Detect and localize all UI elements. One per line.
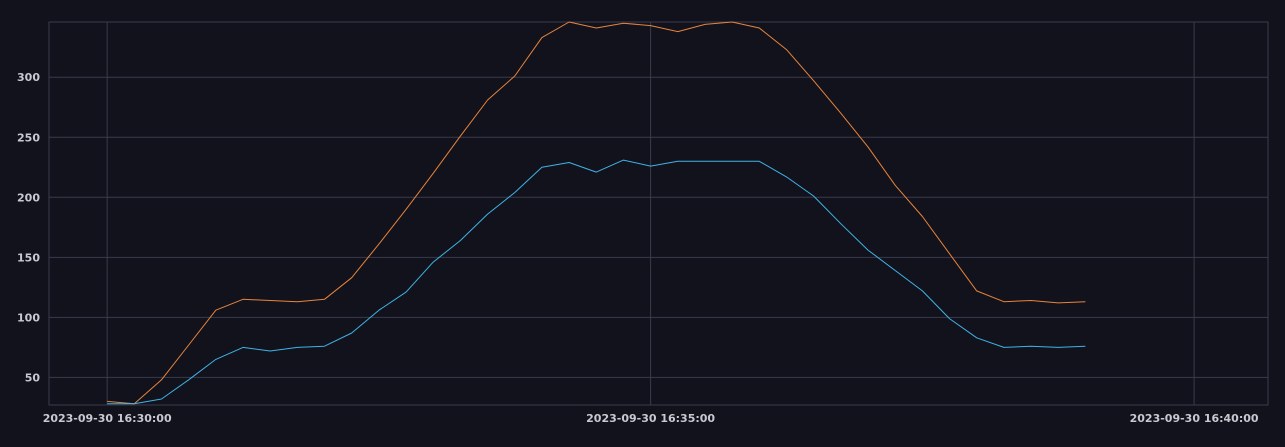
y-tick-label: 200 (17, 191, 40, 204)
series-line-2 (107, 159, 1086, 405)
series-line-1 (107, 21, 1086, 405)
y-tick-label: 150 (17, 251, 40, 264)
y-tick-label: 50 (25, 371, 41, 384)
plot-border (48, 21, 1269, 406)
x-tick-label: 2023-09-30 16:40:00 (1130, 412, 1259, 425)
y-tick-label: 100 (17, 311, 40, 324)
series-lines (107, 21, 1086, 405)
grid (48, 21, 1269, 406)
y-tick-label: 250 (17, 131, 40, 144)
x-tick-label: 2023-09-30 16:30:00 (43, 412, 172, 425)
x-tick-label: 2023-09-30 16:35:00 (586, 412, 715, 425)
axis-labels: 50 100 150 200 250 300 2023-09-30 16:30:00 2023… (17, 71, 1259, 425)
y-tick-label: 300 (17, 71, 40, 84)
